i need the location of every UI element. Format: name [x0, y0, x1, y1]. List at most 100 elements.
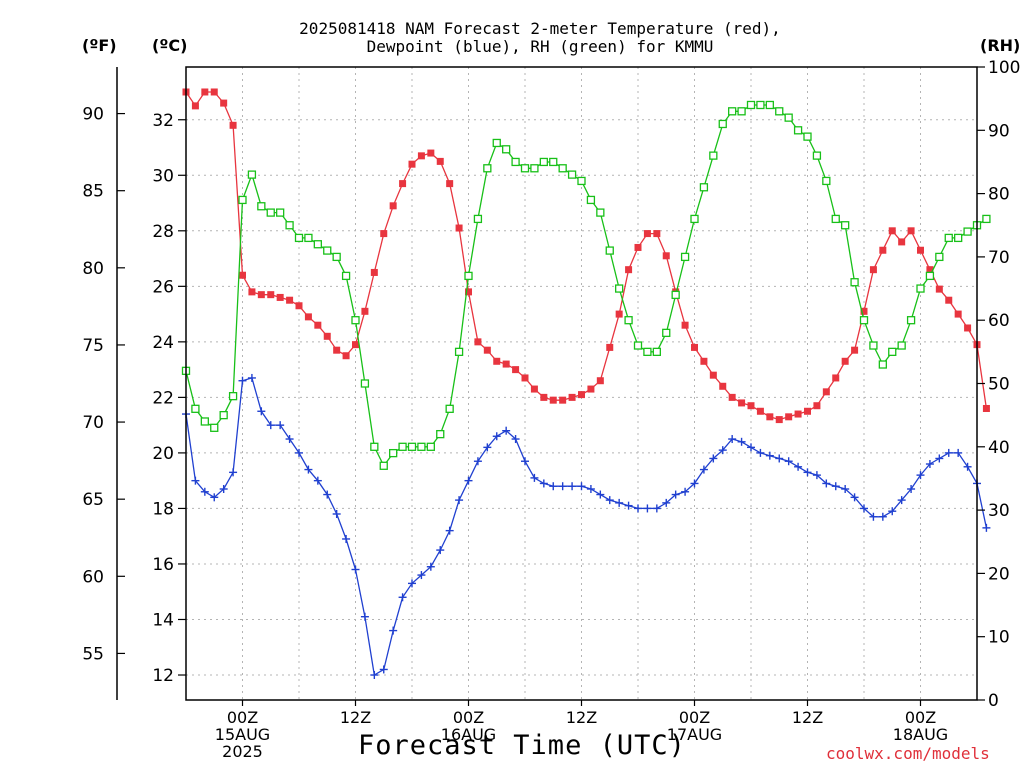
- rh-point: [850, 278, 859, 287]
- celsius-tick-label: 22: [152, 388, 174, 408]
- dewpoint-point: [247, 373, 256, 382]
- temperature-point: [700, 357, 708, 365]
- dewpoint-point: [643, 504, 652, 513]
- rh-point: [812, 151, 822, 160]
- dewpoint-point: [718, 446, 727, 455]
- rh-point: [982, 214, 991, 224]
- dewpoint-point: [558, 482, 567, 491]
- dewpoint-point: [916, 471, 925, 480]
- temperature-point: [408, 160, 416, 168]
- rh-point: [398, 442, 407, 451]
- temperature-point: [446, 180, 454, 188]
- rh-point: [775, 107, 784, 116]
- temperature-point: [493, 357, 501, 365]
- temperature-point: [643, 230, 651, 238]
- temperature-point: [276, 293, 284, 301]
- rh-tick-label: 70: [988, 248, 1010, 268]
- rh-point: [191, 404, 200, 413]
- celsius-tick-label: 28: [152, 222, 174, 242]
- temperature-point: [239, 271, 246, 279]
- dewpoint-point: [408, 579, 416, 588]
- temperature-point: [578, 391, 585, 399]
- rh-point: [445, 404, 454, 413]
- rh-point: [897, 341, 906, 350]
- celsius-tick-label: 12: [152, 666, 174, 686]
- rh-line: [185, 104, 987, 468]
- fahrenheit-tick-label: 75: [82, 336, 104, 356]
- dewpoint-point: [850, 493, 859, 502]
- plot-frame: [185, 66, 978, 701]
- chart-title-line-1: 2025081418 NAM Forecast 2-meter Temperat…: [299, 19, 781, 38]
- rh-point: [596, 208, 605, 217]
- rh-point: [294, 233, 304, 243]
- temperature-point: [295, 302, 303, 310]
- celsius-tick-label: 26: [152, 277, 174, 297]
- temperature-point: [483, 346, 491, 354]
- rh-point: [436, 429, 445, 439]
- dewpoint-point: [944, 448, 953, 457]
- rh-tick-label: 60: [988, 311, 1010, 331]
- temperature-point: [954, 310, 962, 318]
- dewpoint-point: [925, 460, 934, 469]
- rh-point: [341, 271, 351, 281]
- rh-point: [633, 341, 643, 350]
- dewpoint-point: [728, 435, 737, 444]
- rh-point: [285, 221, 294, 230]
- dewpoint-point: [963, 462, 972, 471]
- temperature-point: [474, 338, 482, 346]
- series-temperature: [182, 88, 990, 424]
- temperature-point: [389, 202, 397, 210]
- rh-point: [925, 271, 935, 281]
- temperature-point: [201, 88, 209, 96]
- celsius-tick-label: 30: [152, 166, 174, 186]
- rh-point: [483, 164, 492, 173]
- dewpoint-point: [822, 479, 831, 488]
- rh-point: [238, 195, 247, 205]
- credit-link[interactable]: coolwx.com/models: [826, 744, 990, 763]
- dewpoint-point: [445, 526, 454, 535]
- dewpoint-point: [473, 457, 482, 466]
- rh-point: [728, 107, 737, 116]
- temperature-point: [568, 393, 576, 401]
- dewpoint-point: [511, 435, 520, 444]
- fahrenheit-tick-label: 85: [82, 182, 104, 202]
- dewpoint-point: [360, 612, 369, 621]
- temperature-line: [185, 91, 988, 421]
- rh-point: [756, 100, 765, 110]
- temperature-point: [465, 288, 472, 296]
- rh-point: [539, 157, 548, 167]
- rh-point: [746, 100, 756, 110]
- dewpoint-point: [200, 487, 209, 496]
- temperature-point: [888, 227, 896, 235]
- rh-point: [332, 252, 341, 262]
- rh-point: [906, 316, 916, 325]
- rh-point: [878, 360, 887, 369]
- temperature-point: [257, 291, 265, 299]
- rh-tick-label: 80: [988, 185, 1010, 205]
- celsius-unit-label: (ºC): [152, 36, 188, 55]
- dewpoint-point: [313, 476, 322, 485]
- rh-point: [916, 284, 925, 293]
- temperature-point: [832, 374, 840, 382]
- rh-point: [841, 221, 850, 230]
- temperature-point: [785, 413, 793, 421]
- rh-point: [351, 316, 360, 325]
- dewpoint-point: [342, 534, 351, 543]
- grid-lines: [186, 67, 977, 700]
- x-tick-label: 2025: [222, 742, 263, 761]
- temperature-point: [982, 404, 990, 412]
- dewpoint-point: [596, 490, 605, 499]
- temperature-point: [427, 149, 435, 157]
- celsius-tick-label: 32: [152, 111, 174, 131]
- temperature-point: [286, 296, 294, 304]
- temperature-point: [681, 321, 689, 329]
- rh-point: [954, 233, 963, 243]
- temperature-point: [191, 102, 199, 110]
- rh-point: [360, 379, 370, 388]
- rh-point: [304, 233, 313, 243]
- rh-point: [822, 176, 831, 186]
- rh-point: [407, 442, 417, 451]
- rh-point: [831, 214, 840, 224]
- rh-point: [793, 126, 803, 135]
